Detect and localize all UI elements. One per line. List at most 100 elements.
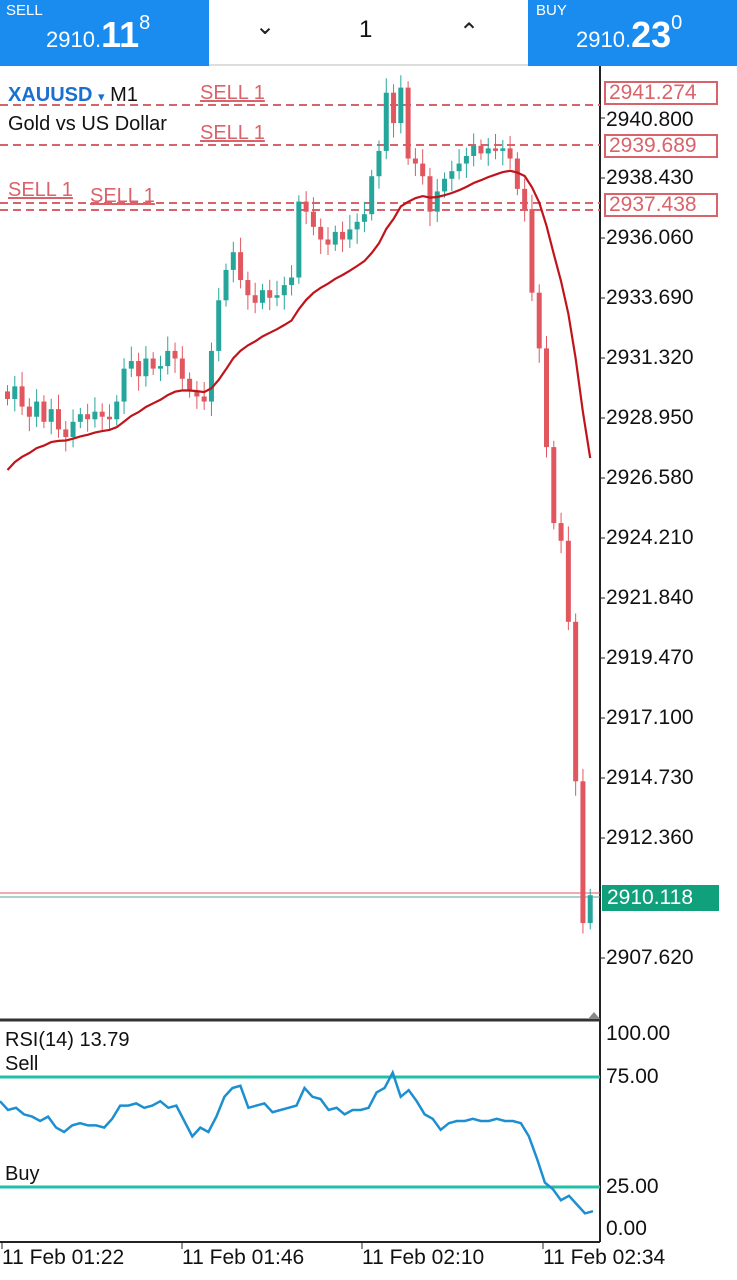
candle [427, 176, 433, 212]
candle [157, 366, 163, 369]
candle [70, 421, 76, 437]
current-price-tag: 2910.118 [602, 885, 719, 911]
candle [187, 378, 193, 392]
candle [208, 350, 214, 402]
price-axis-label: 2926.580 [606, 466, 694, 489]
price-axis-label: 2938.430 [606, 166, 694, 189]
candle [493, 148, 499, 151]
sell-price-small: 2910. [46, 27, 102, 52]
order-label: SELL 1 [8, 179, 73, 201]
candle [106, 416, 112, 420]
candle [179, 358, 185, 379]
time-label: 11 Feb 02:34 [543, 1246, 666, 1269]
candle [143, 358, 149, 377]
candle [354, 221, 360, 230]
candle [405, 87, 411, 159]
price-axis-label: 2907.620 [606, 946, 694, 969]
candle [565, 540, 571, 622]
timeframe[interactable]: M1 [110, 84, 138, 106]
candle [267, 290, 273, 298]
candle [529, 209, 535, 293]
chevron-up-icon[interactable]: ⌃ [459, 19, 480, 46]
candle [245, 280, 251, 296]
candle [573, 621, 579, 782]
buy-button[interactable]: BUY 2910.230 [528, 0, 737, 66]
symbol[interactable]: XAUUSD [8, 84, 93, 106]
candle [369, 176, 375, 215]
candle [41, 401, 47, 422]
candle [318, 226, 324, 240]
candle [449, 171, 455, 179]
price-axis-label: 2921.840 [606, 586, 694, 609]
sell-price: 2910.118 [46, 12, 151, 56]
rsi-axis-label: 75.00 [606, 1065, 659, 1088]
buy-price: 2910.230 [576, 12, 683, 56]
candle [230, 252, 236, 270]
candle [238, 252, 244, 281]
lot-stepper: ⌄ 1 ⌃ [209, 0, 528, 66]
candle [434, 191, 440, 212]
candle [5, 391, 10, 400]
candle [223, 269, 229, 301]
candle [412, 158, 418, 164]
dropdown-arrow-icon[interactable]: ▾ [98, 89, 105, 104]
candle [274, 295, 280, 298]
buy-price-small: 2910. [576, 27, 632, 52]
candle [391, 92, 397, 124]
lot-size[interactable]: 1 [359, 16, 373, 43]
candle [172, 350, 178, 359]
candle [507, 148, 513, 159]
candle [536, 292, 542, 349]
order-label: SELL 1 [90, 185, 155, 207]
rsi-sell-label: Sell [5, 1053, 39, 1075]
candle [216, 300, 222, 351]
candle [194, 391, 200, 397]
time-label: 11 Feb 02:10 [362, 1246, 485, 1269]
candle [281, 285, 287, 296]
candle [580, 781, 586, 924]
candle [544, 348, 550, 448]
candle [136, 361, 142, 377]
order-price-tag[interactable]: 2939.689 [604, 134, 718, 158]
moving-average-line [6, 169, 592, 471]
chevron-down-icon[interactable]: ⌄ [255, 13, 276, 40]
order-price-tag[interactable]: 2937.438 [604, 193, 718, 217]
order-label: SELL 1 [200, 82, 265, 104]
candle [303, 201, 309, 212]
candle [332, 231, 338, 245]
price-axis-label: 2933.690 [606, 286, 694, 309]
candle [201, 396, 207, 402]
candle [587, 895, 593, 924]
candle [398, 87, 404, 124]
sell-button[interactable]: SELL 2910.118 [0, 0, 209, 66]
buy-price-big: 23 [631, 14, 672, 55]
buy-price-sup: 0 [671, 12, 683, 34]
price-axis-label: 2940.800 [606, 108, 694, 131]
symbol-header[interactable]: XAUUSD ▾ M1 [8, 84, 138, 108]
candle [121, 368, 127, 402]
rsi-axis-label: 100.00 [606, 1022, 671, 1045]
time-label: 11 Feb 01:46 [182, 1246, 305, 1269]
candle [551, 447, 557, 524]
trade-bar: SELL 2910.118 ⌄ 1 ⌃ BUY 2910.230 [0, 0, 737, 66]
candle [471, 145, 477, 156]
candle [128, 361, 134, 369]
candle [165, 350, 171, 367]
rsi-buy-label: Buy [5, 1163, 40, 1185]
candle [558, 523, 564, 541]
order-price-tag[interactable]: 2941.274 [604, 81, 718, 105]
sell-price-sup: 8 [139, 12, 151, 34]
candle [522, 188, 528, 210]
order-label: SELL 1 [200, 122, 265, 144]
candle [289, 277, 295, 286]
price-axis-label: 2924.210 [606, 526, 694, 549]
candle [26, 406, 32, 417]
scroll-marker-icon [588, 1012, 600, 1019]
rsi-label: RSI(14) 13.79 [5, 1029, 130, 1051]
price-axis-label: 2928.950 [606, 406, 694, 429]
candle [114, 401, 120, 420]
candle [325, 239, 331, 245]
price-axis-label: 2917.100 [606, 706, 694, 729]
candle [361, 214, 367, 222]
